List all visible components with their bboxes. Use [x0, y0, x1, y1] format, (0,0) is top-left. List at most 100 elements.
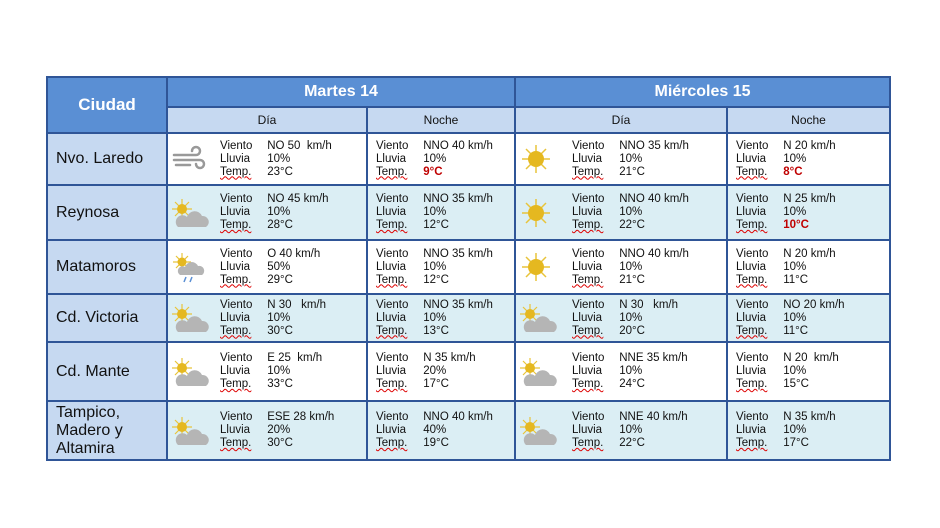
forecast-cell: Viento NNO 40 km/h Lluvia 10% Temp. 9°C [365, 132, 517, 186]
temp-label: Temp. [572, 219, 604, 231]
wind-line: Viento NO 20 km/h [736, 299, 845, 312]
wind-value: N 35 km/h [783, 411, 836, 423]
wind-value: N 20 km/h [783, 247, 836, 260]
forecast-cell: Viento N 30 km/h Lluvia 10% Temp. 30°C [166, 293, 368, 343]
wind-value: N 30 km/h [619, 298, 679, 311]
wind-value: O 40 km/h [267, 247, 321, 260]
temp-label: Temp. [572, 437, 604, 449]
wind-value: N 35 km/h [423, 352, 476, 364]
temp-label: Temp. [220, 324, 252, 337]
temp-value: 21°C [619, 165, 645, 178]
sun-cloud-icon [172, 304, 209, 332]
temp-value: 17°C [423, 378, 449, 390]
wind-line: Viento N 25 km/h [736, 193, 836, 206]
rain-label: Lluvia [376, 206, 407, 218]
temp-value: 33°C [267, 378, 293, 390]
weather-forecast-table: Ciudad Martes 14 Miércoles 15 Día Noche … [46, 76, 892, 461]
rain-value: 10% [783, 152, 807, 165]
rain-value: 10% [267, 206, 291, 218]
wind-label: Viento [220, 411, 253, 423]
temp-label: Temp. [376, 165, 408, 178]
wind-value: NO 50 km/h [267, 139, 332, 152]
rain-line: Lluvia 10% [572, 206, 689, 219]
temp-line: Temp. 11°C [736, 325, 845, 338]
wind-label: Viento [572, 298, 605, 311]
rain-label: Lluvia [220, 365, 251, 377]
forecast-cell: Viento NO 20 km/h Lluvia 10% Temp. 11°C [726, 293, 892, 343]
rain-label: Lluvia [376, 311, 407, 324]
temp-value: 20°C [619, 324, 645, 337]
sun-cloud-icon [172, 198, 209, 227]
wind-line: Viento NNE 35 km/h [572, 352, 688, 365]
forecast-cell: Viento N 35 km/h Lluvia 10% Temp. 17°C [726, 400, 892, 461]
wind-line: Viento NNO 40 km/h [376, 411, 493, 424]
wind-value: NO 45 km/h [267, 193, 329, 205]
rain-value: 10% [619, 260, 643, 273]
temp-line: Temp. 9°C [376, 166, 493, 179]
rain-value: 10% [619, 424, 643, 436]
rain-line: Lluvia 10% [572, 153, 689, 166]
wind-line: Viento ESE 28 km/h [220, 411, 334, 424]
wind-line: Viento NNO 40 km/h [376, 140, 493, 153]
wind-label: Viento [736, 411, 769, 423]
temp-line: Temp. 13°C [376, 325, 493, 338]
temp-value: 29°C [267, 273, 293, 286]
forecast-cell: Viento N 20 km/h Lluvia 10% Temp. 15°C [726, 341, 892, 402]
rain-label: Lluvia [572, 424, 603, 436]
temp-value: 21°C [619, 273, 645, 286]
wind-label: Viento [376, 411, 409, 423]
temp-label: Temp. [376, 273, 408, 286]
temp-label: Temp. [220, 437, 252, 449]
forecast-cell: Viento N 35 km/h Lluvia 20% Temp. 17°C [365, 341, 517, 402]
rain-line: Lluvia 10% [736, 424, 836, 437]
temp-label: Temp. [736, 165, 768, 178]
subheader-dia: Día [166, 106, 368, 134]
table-row: Nvo. Laredo Viento NO 50 km/h Lluvia 10% Te… [46, 132, 892, 186]
wind-line: Viento NNE 40 km/h [572, 411, 688, 424]
temp-value: 22°C [619, 219, 645, 231]
temp-label: Temp. [220, 165, 252, 178]
rain-value: 10% [783, 206, 807, 218]
forecast-cell: Viento O 40 km/h Lluvia 50% Temp. 29°C [166, 239, 368, 295]
rain-value: 10% [783, 311, 807, 324]
rain-label: Lluvia [572, 365, 603, 377]
wind-line: Viento NNO 40 km/h [572, 193, 689, 206]
subheader-dia: Día [514, 106, 729, 134]
table-row: Cd. Mante Viento E 25 km/h Lluvia 10% Temp.… [46, 341, 892, 402]
temp-label: Temp. [736, 324, 768, 337]
wind-line: Viento E 25 km/h [220, 352, 322, 365]
forecast-cell: Viento NO 50 km/h Lluvia 10% Temp. 23°C [166, 132, 368, 186]
wind-value: NNE 40 km/h [619, 411, 688, 423]
temp-line: Temp. 19°C [376, 437, 493, 450]
rain-value: 40% [423, 424, 447, 436]
temp-value: 28°C [267, 219, 293, 231]
rain-line: Lluvia 10% [220, 153, 332, 166]
city-name: Matamoros [46, 239, 168, 295]
temp-label: Temp. [736, 437, 768, 449]
rain-label: Lluvia [376, 365, 407, 377]
temp-line: Temp. 20°C [572, 325, 678, 338]
wind-line: Viento N 20 km/h [736, 248, 836, 261]
city-name: Nvo. Laredo [46, 132, 168, 186]
wind-line: Viento N 20 km/h [736, 352, 839, 365]
forecast-cell: Viento E 25 km/h Lluvia 10% Temp. 33°C [166, 341, 368, 402]
forecast-cell: Viento NNO 35 km/h Lluvia 10% Temp. 21°C [514, 132, 729, 186]
wind-label: Viento [572, 411, 605, 423]
rain-line: Lluvia 10% [572, 365, 688, 378]
forecast-cell: Viento N 20 km/h Lluvia 10% Temp. 11°C [726, 239, 892, 295]
rain-value: 10% [267, 152, 291, 165]
rain-value: 10% [423, 311, 447, 324]
rain-value: 10% [423, 260, 447, 273]
temp-line: Temp. 23°C [220, 166, 332, 179]
temp-label: Temp. [376, 437, 408, 449]
wind-line: Viento NNO 40 km/h [572, 248, 689, 261]
sun-icon [522, 198, 551, 227]
wind-line: Viento NNO 35 km/h [376, 193, 493, 206]
temp-value: 30°C [267, 437, 293, 449]
rain-value: 10% [619, 365, 643, 377]
temp-line: Temp. 12°C [376, 219, 493, 232]
rain-line: Lluvia 10% [572, 424, 688, 437]
rain-label: Lluvia [736, 311, 767, 324]
temp-line: Temp. 24°C [572, 378, 688, 391]
rain-line: Lluvia 10% [376, 261, 493, 274]
